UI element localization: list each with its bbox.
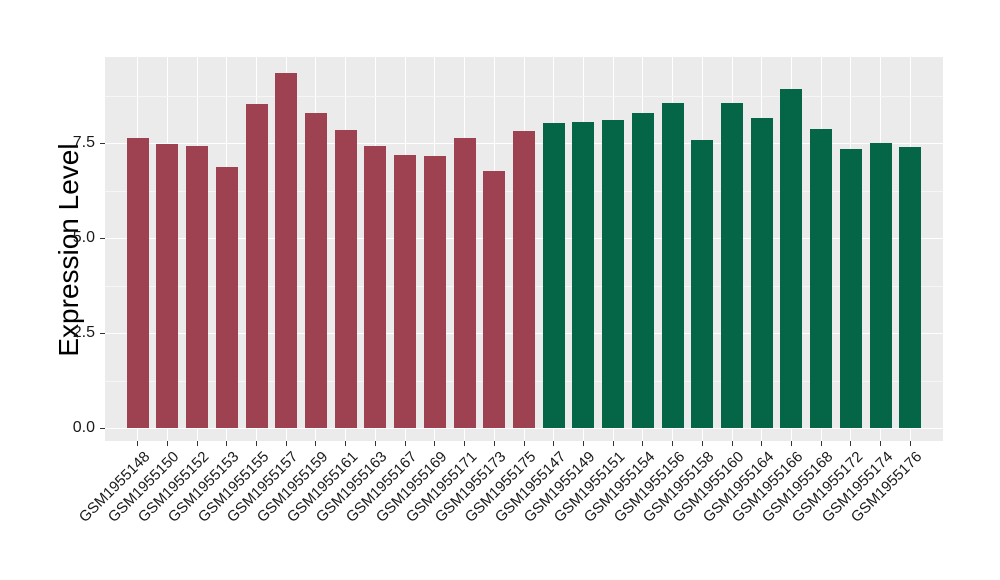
x-tick-mark [137,441,139,446]
x-tick-mark [642,441,644,446]
bar-GSM1955173 [483,170,506,428]
x-tick-mark [909,441,911,446]
y-tick-label: 5.0 [72,229,95,246]
x-tick-mark [434,441,436,446]
y-tick-label: 2.5 [72,324,95,341]
x-tick-mark [553,441,555,446]
bar-GSM1955163 [364,145,387,428]
x-tick-mark [820,441,822,446]
bar-GSM1955147 [542,123,565,428]
plot-panel [105,57,943,441]
x-tick-mark [256,441,258,446]
bar-GSM1955156 [661,102,684,428]
bar-GSM1955167 [394,155,417,428]
y-tick-mark [100,237,105,239]
bar-GSM1955149 [572,121,595,428]
bar-GSM1955172 [839,149,862,428]
y-tick-mark [100,332,105,334]
bar-GSM1955158 [691,139,714,428]
x-tick-mark [850,441,852,446]
bar-GSM1955169 [423,155,446,428]
x-tick-mark [701,441,703,446]
y-tick-mark [100,142,105,144]
bar-GSM1955150 [156,144,179,428]
x-tick-mark [374,441,376,446]
x-tick-mark [523,441,525,446]
bar-GSM1955153 [215,167,238,428]
x-tick-mark [761,441,763,446]
x-tick-mark [731,441,733,446]
bar-GSM1955157 [275,73,298,428]
x-tick-mark [672,441,674,446]
bar-GSM1955171 [453,138,476,428]
bar-GSM1955174 [869,143,892,428]
bar-GSM1955159 [304,112,327,428]
bar-GSM1955175 [513,130,535,428]
gridline-major [105,428,943,429]
y-tick-label: 0.0 [72,419,95,436]
x-tick-mark [226,441,228,446]
bar-GSM1955154 [631,113,654,428]
x-tick-mark [404,441,406,446]
bar-GSM1955151 [602,120,625,428]
bar-GSM1955152 [186,146,209,428]
x-tick-mark [582,441,584,446]
gridline-minor [105,95,943,97]
x-tick-mark [285,441,287,446]
bar-GSM1955160 [721,103,743,428]
x-tick-mark [880,441,882,446]
bar-GSM1955148 [126,138,149,428]
x-tick-mark [196,441,198,446]
x-tick-mark [612,441,614,446]
bar-GSM1955166 [780,89,803,428]
bar-GSM1955155 [245,103,268,428]
x-tick-mark [493,441,495,446]
x-tick-mark [345,441,347,446]
y-tick-mark [100,427,105,429]
bar-GSM1955168 [810,128,833,428]
y-tick-label: 7.5 [72,134,95,151]
bar-GSM1955161 [334,130,357,428]
bar-GSM1955164 [750,118,773,428]
x-tick-mark [464,441,466,446]
bar-GSM1955176 [899,146,922,428]
x-tick-mark [166,441,168,446]
y-axis-title: Expression Level [53,143,84,357]
x-tick-mark [790,441,792,446]
x-tick-mark [315,441,317,446]
